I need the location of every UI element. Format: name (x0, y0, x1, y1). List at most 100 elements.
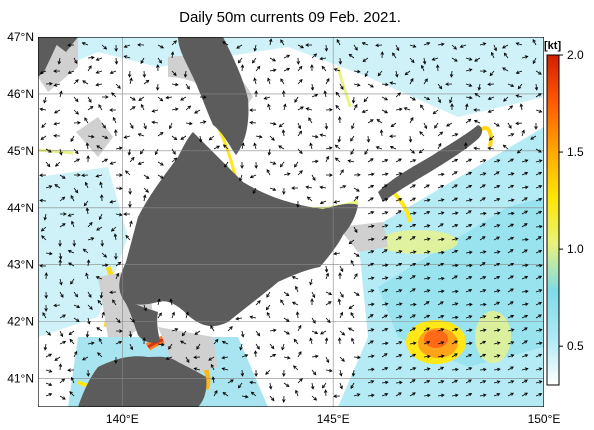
current-arrow (87, 57, 95, 59)
current-arrow (535, 301, 542, 306)
current-arrow (59, 363, 62, 371)
current-arrow-head (83, 202, 88, 207)
current-arrow-head (237, 59, 242, 64)
current-arrow-head (375, 43, 379, 48)
current-arrow (325, 147, 332, 150)
current-arrow-head (180, 136, 185, 140)
current-arrow (364, 148, 369, 155)
current-arrow-head (398, 341, 403, 345)
current-arrow (181, 330, 187, 336)
current-arrow-head (129, 77, 133, 82)
current-arrow-head (310, 298, 314, 302)
current-arrow (367, 119, 374, 124)
current-arrow (59, 291, 64, 298)
current-arrow-head (39, 107, 44, 112)
current-arrow (493, 301, 500, 306)
current-arrow-head (350, 312, 354, 316)
current-arrow (502, 44, 509, 49)
current-arrow-head (321, 384, 326, 389)
current-arrow-head (326, 78, 330, 82)
current-arrow (157, 96, 163, 102)
current-arrow (129, 96, 136, 101)
current-arrow (516, 95, 523, 98)
current-arrow-head (123, 44, 128, 48)
current-arrow (507, 223, 514, 228)
current-arrow-head (103, 254, 108, 258)
current-arrow-head (295, 311, 300, 315)
current-arrow (465, 68, 472, 72)
current-arrow-head (294, 163, 298, 168)
current-arrow (479, 394, 486, 397)
current-arrow-head (159, 97, 164, 102)
current-arrow-head (422, 60, 427, 65)
current-arrow-head (468, 83, 473, 87)
current-arrow-head (510, 301, 514, 305)
current-arrow (115, 187, 123, 189)
current-arrow (295, 390, 299, 397)
current-arrow-head (324, 269, 329, 273)
current-arrow-head (115, 272, 120, 277)
current-arrow (493, 263, 500, 267)
current-arrow (479, 380, 486, 384)
current-arrow (395, 289, 402, 293)
current-arrow (269, 395, 275, 401)
current-arrow (115, 83, 121, 89)
current-arrow-head (538, 109, 543, 113)
current-arrow (479, 289, 486, 293)
current-arrow (521, 290, 528, 293)
current-arrow-head (170, 51, 175, 56)
current-arrow (423, 380, 430, 384)
current-arrow (521, 238, 529, 241)
current-arrow-head (496, 224, 501, 228)
current-arrow-head (296, 204, 300, 208)
current-arrow (493, 276, 500, 280)
current-arrow (283, 173, 290, 176)
current-arrow (521, 340, 528, 345)
current-arrow-head (40, 136, 45, 140)
current-arrow (451, 159, 458, 163)
current-arrow-head (140, 103, 145, 108)
current-arrow-head (285, 383, 290, 388)
current-arrow-head (278, 145, 282, 149)
current-arrow-head (398, 315, 403, 319)
current-arrow-head (109, 108, 113, 112)
current-arrow-head (59, 333, 64, 338)
current-arrow (381, 393, 388, 397)
current-arrow (362, 42, 369, 46)
current-arrow-head (397, 210, 402, 214)
current-arrow (140, 57, 145, 64)
current-arrow (535, 225, 543, 228)
current-arrow-head (398, 107, 403, 112)
current-arrow (351, 122, 355, 129)
current-arrow-head (411, 150, 415, 154)
current-arrow (45, 161, 51, 167)
current-arrow (338, 299, 341, 306)
current-arrow-head (110, 228, 115, 232)
current-arrow-head (267, 151, 272, 156)
current-arrow (45, 330, 51, 336)
current-arrow-head (70, 194, 74, 199)
current-arrow (437, 315, 444, 319)
current-arrow-head (168, 125, 173, 130)
current-arrow-head (521, 129, 525, 134)
current-arrow (124, 135, 131, 139)
current-arrow-head (125, 234, 129, 239)
current-arrow-head (334, 144, 339, 149)
current-arrow (87, 96, 92, 103)
current-arrow-head (114, 61, 119, 65)
current-arrow-head (86, 259, 91, 263)
current-arrow (269, 382, 272, 389)
current-arrow (101, 158, 108, 163)
current-arrow (97, 352, 103, 358)
current-arrow (84, 117, 89, 124)
current-arrow (520, 104, 523, 111)
current-arrow (479, 184, 486, 189)
current-arrow-head (477, 86, 482, 91)
current-arrow-head (510, 314, 515, 319)
current-arrow-head (337, 138, 342, 143)
current-arrow-head (254, 90, 258, 94)
current-arrow-head (454, 197, 459, 201)
current-arrow (138, 133, 145, 137)
current-arrow-head (286, 331, 290, 335)
current-arrow-head (305, 43, 309, 47)
